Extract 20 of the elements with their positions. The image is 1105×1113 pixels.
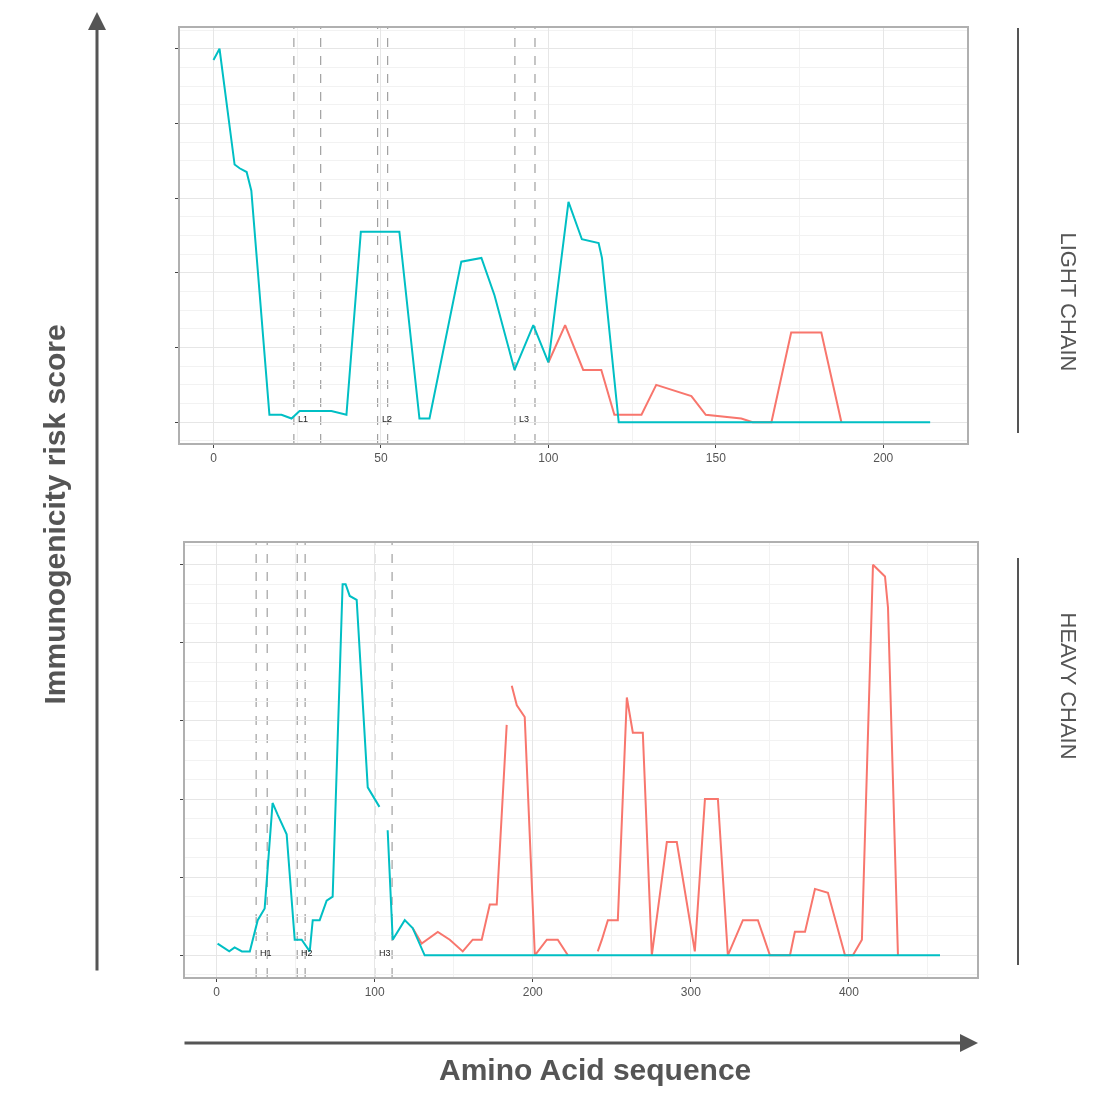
x-tick-label: 400 bbox=[838, 985, 860, 1000]
ref-line-label: H3 bbox=[379, 948, 391, 958]
ref-line-label: H2 bbox=[301, 948, 313, 958]
y-axis-title: Immunogenicity risk score bbox=[37, 324, 71, 705]
y2-axis-title: HEAVY CHAIN bbox=[1055, 612, 1081, 760]
x-tick-label: 0 bbox=[213, 985, 221, 1000]
x-tick-label: 100 bbox=[364, 985, 386, 1000]
x-tick-label: 100 bbox=[538, 451, 559, 466]
y2-axis-title: LIGHT CHAIN bbox=[1055, 232, 1081, 372]
x-tick-label: 200 bbox=[522, 985, 544, 1000]
ref-line-label: L3 bbox=[519, 414, 530, 424]
ref-line-label: L2 bbox=[382, 414, 393, 424]
x-axis-title: Amino Acid sequence bbox=[439, 1053, 752, 1086]
ref-line-label: H1 bbox=[260, 948, 272, 958]
x-tick-label: 50 bbox=[374, 451, 388, 466]
ref-line-label: L1 bbox=[298, 414, 309, 424]
x-tick-label: 200 bbox=[873, 451, 894, 466]
x-tick-label: 150 bbox=[705, 451, 727, 466]
x-tick-label: 0 bbox=[210, 451, 218, 466]
x-tick-label: 300 bbox=[680, 985, 702, 1000]
